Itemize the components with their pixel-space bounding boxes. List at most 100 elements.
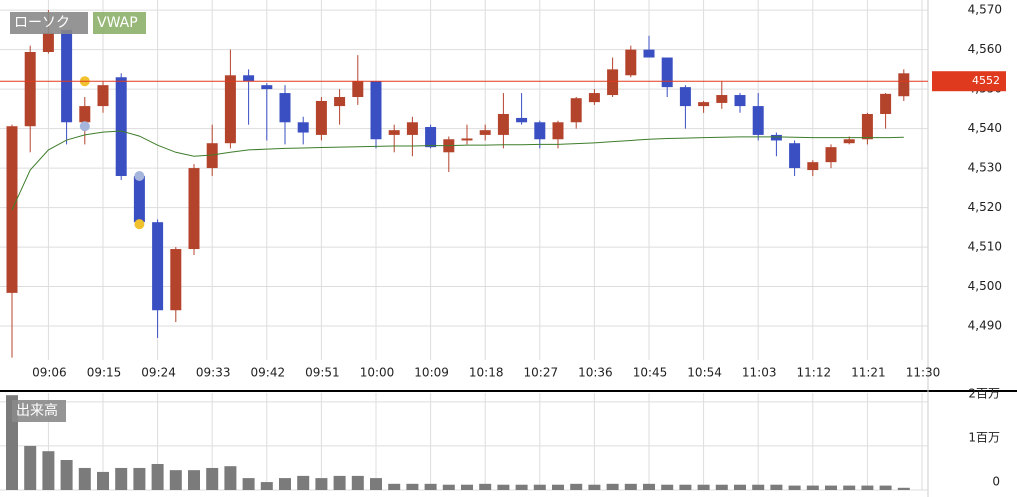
volume-bar <box>133 467 146 490</box>
x-tick-label: 09:51 <box>305 366 340 380</box>
candle-body <box>152 222 164 311</box>
volume-bar <box>588 484 601 490</box>
volume-bar <box>770 484 783 490</box>
volume-label: 出来高 <box>16 402 58 419</box>
x-tick-label: 10:27 <box>524 366 559 380</box>
y-tick-label: 4,530 <box>968 161 1002 175</box>
candle-body <box>479 130 491 135</box>
candle-body <box>898 73 910 97</box>
y-tick-label: 4,570 <box>968 3 1002 17</box>
x-tick-label: 10:54 <box>687 366 722 380</box>
candle-body <box>497 113 509 135</box>
candle-body <box>588 93 600 103</box>
candle-body <box>352 81 364 98</box>
candle-body <box>406 122 418 135</box>
vwap-line <box>11 130 904 211</box>
volume-bar <box>843 485 856 490</box>
candle-body <box>42 33 54 52</box>
volume-bar <box>297 475 310 490</box>
volume-bar <box>624 483 637 490</box>
x-tick-label: 11:30 <box>906 366 941 380</box>
volume-bar <box>169 470 182 490</box>
candle-body <box>170 249 182 311</box>
x-tick-label: 09:06 <box>32 366 67 380</box>
volume-bar <box>879 485 892 490</box>
volume-bar <box>679 484 692 490</box>
labels: 4,4904,5004,5104,5204,5304,5404,5504,560… <box>10 3 1006 489</box>
volume-bar <box>442 484 455 490</box>
legend-label: VWAP <box>97 15 138 31</box>
candle-body <box>552 122 564 140</box>
legend-box <box>10 12 88 34</box>
volume-bar <box>643 483 655 490</box>
candle-body <box>243 75 255 82</box>
volume-bar <box>515 484 528 490</box>
volume-bar <box>752 484 765 490</box>
volume-bar <box>788 485 801 490</box>
candle-body <box>570 98 582 123</box>
candle-body <box>825 147 837 163</box>
signal-marker <box>134 170 145 181</box>
marks <box>0 10 928 490</box>
volume-bar <box>861 485 874 490</box>
volume-bar <box>24 445 37 490</box>
volume-bar <box>279 478 291 490</box>
volume-bar <box>151 463 164 490</box>
candle-body <box>770 134 782 141</box>
x-tick-label: 10:45 <box>633 366 668 380</box>
signal-marker <box>134 219 145 230</box>
price-box <box>932 71 1006 92</box>
volume-bar <box>260 482 273 490</box>
candle-body <box>97 85 109 107</box>
candle-body <box>115 77 127 176</box>
candle-body <box>861 113 873 140</box>
candle-body <box>625 49 637 76</box>
y-tick-label: 0 <box>992 475 1000 489</box>
candle-body <box>206 143 218 169</box>
candle-body <box>133 175 145 223</box>
candle-body <box>297 122 309 133</box>
x-tick-label: 09:15 <box>87 366 122 380</box>
price-label: 4552 <box>972 74 1000 87</box>
candle-body <box>807 162 819 171</box>
candle-body <box>661 57 673 88</box>
volume-bar <box>206 467 219 490</box>
volume-bar <box>697 484 710 490</box>
volume-bar <box>97 471 109 490</box>
candle-body <box>461 138 473 141</box>
signal-marker <box>79 121 90 132</box>
candle-body <box>315 100 327 135</box>
volume-bar <box>734 484 746 490</box>
legend-box <box>93 12 146 34</box>
x-tick-label: 11:21 <box>851 366 886 380</box>
candle-body <box>279 93 291 123</box>
candle-body <box>79 106 91 123</box>
candle-body <box>224 75 236 144</box>
volume-bar <box>570 483 583 490</box>
volume-bar <box>188 470 200 490</box>
candle-body <box>370 81 382 140</box>
volume-bar <box>897 487 910 490</box>
volume-bar <box>351 475 364 490</box>
candle-body <box>643 49 655 58</box>
legend-box <box>12 400 66 422</box>
x-tick-label: 11:12 <box>797 366 832 380</box>
volume-bar <box>606 483 619 490</box>
y-tick-label: 4,500 <box>968 279 1002 293</box>
x-tick-label: 09:33 <box>196 366 231 380</box>
candle-body <box>607 69 619 96</box>
volume-bar <box>424 483 437 490</box>
candle-body <box>698 102 710 107</box>
y-tick-label: 4,520 <box>968 200 1002 214</box>
y-tick-label: 1百万 <box>968 430 1000 444</box>
volume-bar <box>42 451 55 490</box>
volume-bar <box>388 483 401 490</box>
y-tick-label: 2百万 <box>968 386 1000 400</box>
x-tick-label: 09:42 <box>251 366 286 380</box>
candle-body <box>334 97 346 107</box>
y-tick-label: 4,490 <box>968 319 1002 333</box>
candle-body <box>188 168 200 250</box>
candle-body <box>880 93 892 114</box>
